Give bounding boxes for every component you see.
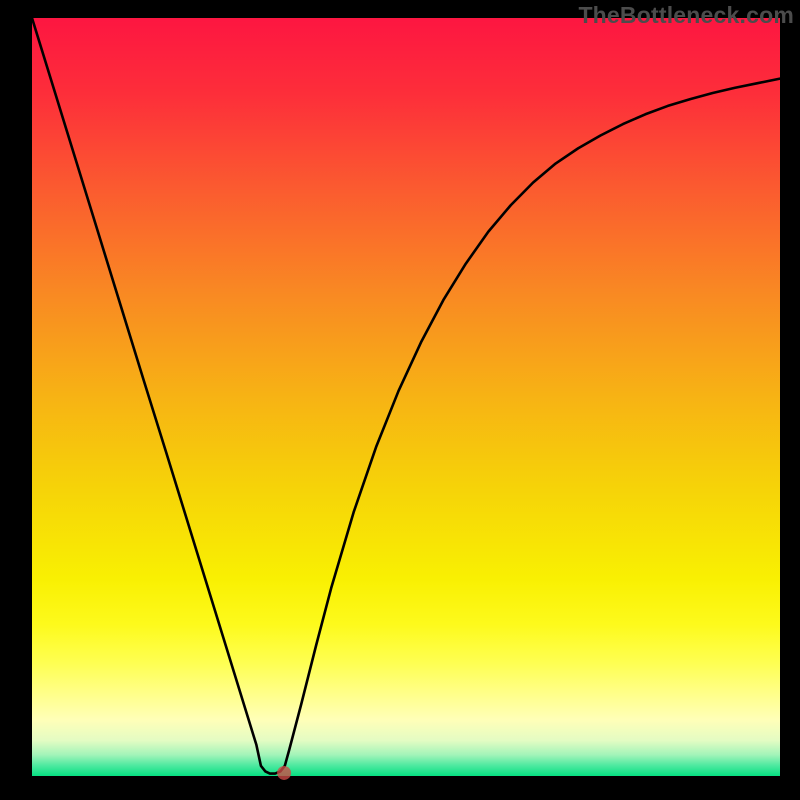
chart-plot-bg — [32, 18, 780, 776]
watermark-text: TheBottleneck.com — [578, 2, 794, 29]
bottleneck-chart: TheBottleneck.com — [0, 0, 800, 800]
optimum-marker — [277, 766, 291, 780]
chart-svg — [0, 0, 800, 800]
